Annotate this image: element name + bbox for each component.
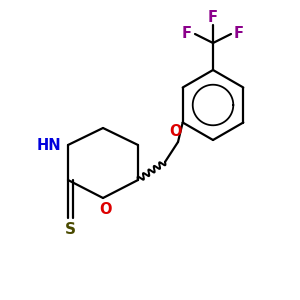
- Text: F: F: [182, 26, 192, 41]
- Text: HN: HN: [36, 137, 61, 152]
- Text: O: O: [99, 202, 111, 217]
- Text: O: O: [169, 124, 181, 140]
- Text: F: F: [234, 26, 244, 41]
- Text: S: S: [64, 223, 76, 238]
- Text: F: F: [208, 11, 218, 26]
